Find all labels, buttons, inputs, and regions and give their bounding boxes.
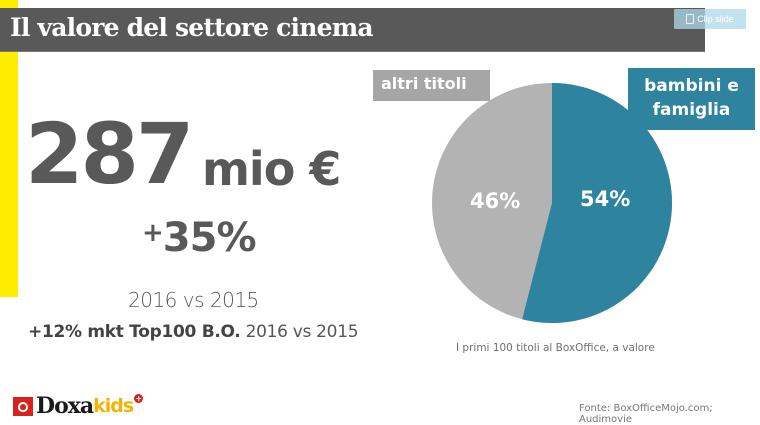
logo-doxa-text: Doxa: [36, 393, 94, 419]
headline-value: 287: [25, 105, 194, 203]
pie-chart: 46% 54%: [430, 81, 674, 325]
pie-caption: I primi 100 titoli al BoxOffice, a valor…: [456, 342, 655, 354]
plus-icon: +: [134, 394, 144, 403]
market-share-bold: +12% mkt Top100 B.O.: [28, 322, 241, 342]
market-share-line: +12% mkt Top100 B.O. 2016 vs 2015: [28, 322, 359, 342]
title-bar: Il valore del settore cinema: [0, 8, 705, 52]
clip-slide-label: Clip slide: [697, 14, 734, 24]
doxakids-logo: Doxa kids +: [13, 393, 144, 419]
pie-slice-bambini: [522, 83, 673, 323]
growth-value: 35%: [162, 215, 257, 261]
source-note: Fonte: BoxOfficeMojo.com; Audimovie: [579, 403, 713, 425]
legend-label-bambini: bambini e famiglia: [628, 68, 755, 130]
pie-svg: [432, 83, 673, 323]
pie-pct-bambini: 54%: [580, 187, 631, 211]
headline-unit: mio €: [202, 142, 341, 196]
clipboard-icon: [686, 14, 695, 24]
page-title: Il valore del settore cinema: [10, 13, 374, 42]
doxa-logo-icon: [13, 397, 33, 416]
accent-bar: [0, 0, 18, 297]
legend-label-altri: altri titoli: [373, 70, 490, 101]
comparison-label: 2016 vs 2015: [128, 288, 259, 312]
growth-sign: +: [142, 218, 164, 248]
pie-pct-altri: 46%: [470, 189, 521, 213]
growth-stat: +35%: [142, 215, 257, 261]
logo-kids-text: kids: [93, 395, 134, 417]
market-share-rest: 2016 vs 2015: [240, 322, 359, 342]
clip-slide-button[interactable]: Clip slide: [674, 9, 746, 29]
